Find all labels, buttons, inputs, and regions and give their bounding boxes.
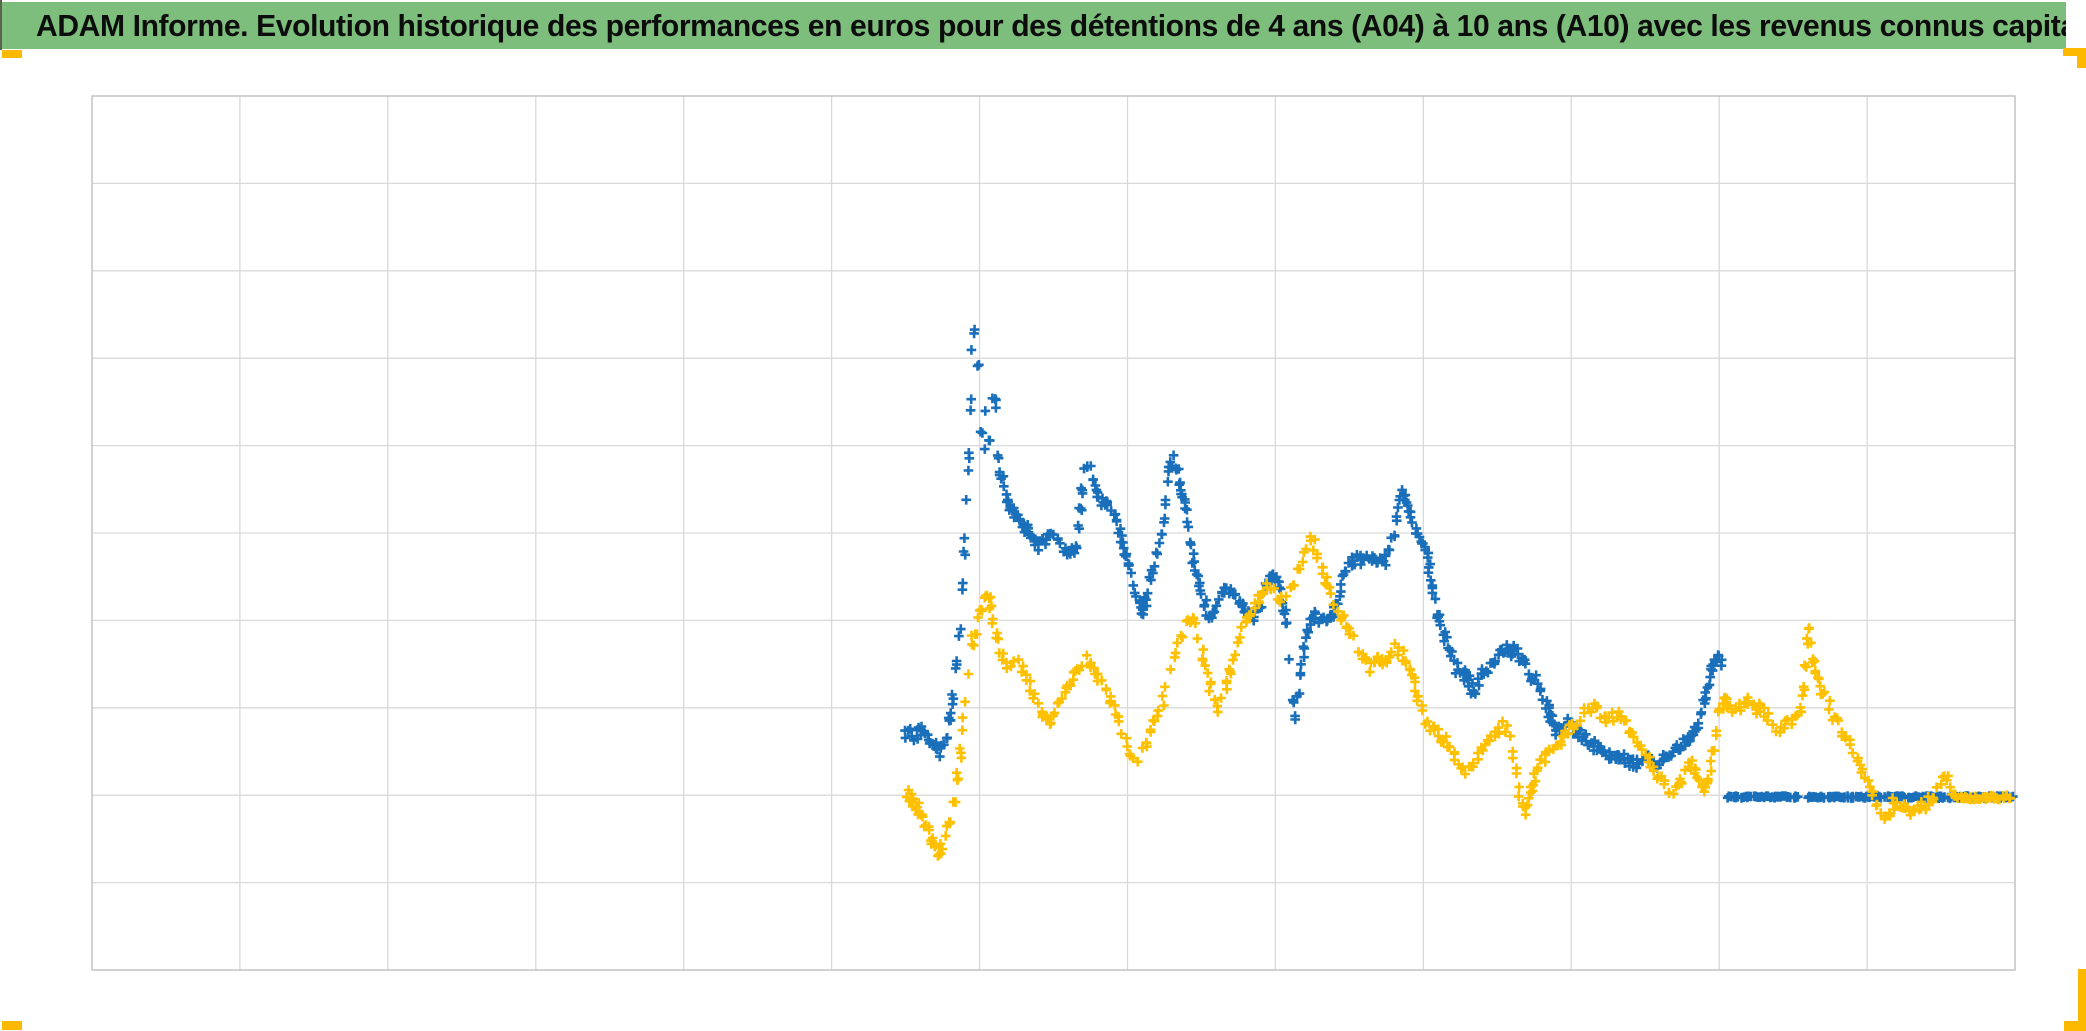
- chart-title-text: ADAM Informe. Evolution historique des p…: [36, 7, 2066, 43]
- accent-bracket-bottom-right-horizontal: [2064, 1021, 2086, 1031]
- left-edge-sliver: [0, 0, 2, 50]
- accent-bracket-bottom-right-vertical: [2078, 969, 2086, 1031]
- accent-bracket-top-right-horizontal: [2063, 48, 2086, 56]
- chart-title-bar: ADAM Informe. Evolution historique des p…: [2, 2, 2066, 49]
- accent-dash-top-left: [2, 50, 22, 58]
- accent-bracket-top-right-vertical: [2077, 48, 2086, 68]
- accent-dash-bottom-left: [2, 1021, 22, 1030]
